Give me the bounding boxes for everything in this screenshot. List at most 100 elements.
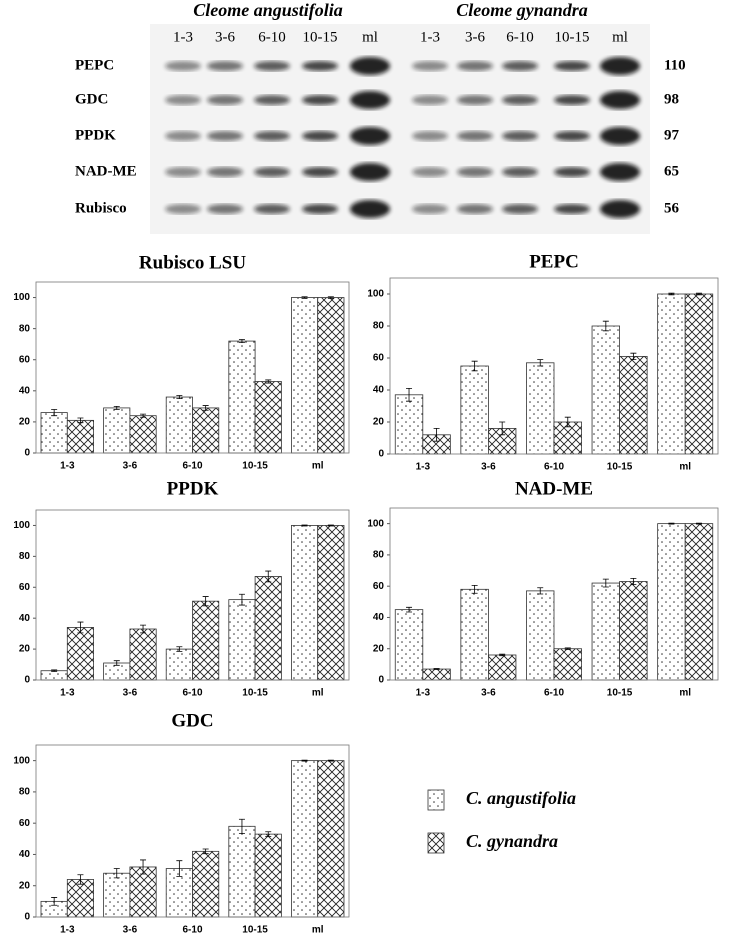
blot-band xyxy=(457,95,493,105)
y-tick-label: 80 xyxy=(373,550,385,561)
error-bar xyxy=(301,524,308,527)
y-tick-label: 0 xyxy=(24,675,30,686)
x-tick-label: ml xyxy=(312,925,324,936)
bar xyxy=(317,525,345,681)
bar xyxy=(254,833,282,918)
y-tick-label: 0 xyxy=(24,448,30,459)
blot-band xyxy=(207,204,243,214)
bar xyxy=(526,362,555,455)
protein-label: PPDK xyxy=(75,127,116,143)
blot-band xyxy=(254,95,290,105)
bar xyxy=(526,590,555,681)
blot-band xyxy=(165,95,201,105)
y-tick-label: 40 xyxy=(19,385,31,396)
legend-label: C. angustifolia xyxy=(466,788,576,808)
error-bar xyxy=(51,897,58,906)
bar xyxy=(460,588,489,681)
error-bar xyxy=(238,593,245,606)
error-bar xyxy=(499,421,506,436)
blot-band xyxy=(554,95,590,105)
bar xyxy=(129,866,157,918)
bar xyxy=(254,381,282,454)
error-bar xyxy=(113,868,120,879)
y-tick-label: 0 xyxy=(378,675,384,686)
error-bar xyxy=(140,624,147,634)
blot-band xyxy=(502,167,538,177)
lane-label: 10-15 xyxy=(303,29,338,45)
error-bar xyxy=(77,621,84,634)
blot-band xyxy=(165,167,201,177)
error-bar xyxy=(433,428,440,442)
blot-band xyxy=(600,163,640,181)
bar xyxy=(394,609,424,681)
error-bar xyxy=(265,831,272,837)
legend-swatch xyxy=(427,832,445,854)
error-bar xyxy=(202,596,209,607)
error-bar xyxy=(668,522,675,525)
y-tick-label: 20 xyxy=(19,880,31,891)
y-tick-label: 20 xyxy=(19,644,31,655)
blot-band xyxy=(302,167,338,177)
bar xyxy=(192,600,220,681)
blot-band xyxy=(554,167,590,177)
blot-band xyxy=(600,57,640,75)
error-bar xyxy=(537,359,544,367)
error-bar xyxy=(113,660,120,666)
lane-label: 6-10 xyxy=(506,29,534,45)
bar xyxy=(619,355,648,455)
error-bar xyxy=(471,585,478,594)
lane-label: 1-3 xyxy=(173,29,193,45)
blot-band xyxy=(457,204,493,214)
error-bar xyxy=(327,296,334,299)
blot-band xyxy=(302,204,338,214)
chart-title: GDC xyxy=(171,710,213,731)
y-tick-label: 100 xyxy=(367,289,384,300)
bar xyxy=(66,627,94,681)
error-bar xyxy=(176,395,183,399)
bar xyxy=(394,394,424,455)
blot-band xyxy=(165,204,201,214)
bar xyxy=(40,412,68,454)
bar xyxy=(291,525,319,681)
blot-band xyxy=(207,95,243,105)
bar xyxy=(228,825,256,918)
bar xyxy=(103,872,131,918)
y-tick-label: 60 xyxy=(19,582,31,593)
bar xyxy=(487,654,517,681)
error-bar xyxy=(265,570,272,583)
chart-title: NAD-ME xyxy=(515,478,593,499)
y-tick-label: 40 xyxy=(19,849,31,860)
bar xyxy=(228,340,256,454)
x-tick-label: 6-10 xyxy=(182,461,202,472)
lane-label: 3-6 xyxy=(215,29,235,45)
bar xyxy=(192,407,220,454)
error-bar xyxy=(602,578,609,588)
error-bar xyxy=(695,522,702,525)
bar xyxy=(591,325,620,455)
error-bar xyxy=(301,296,308,299)
y-tick-label: 100 xyxy=(367,518,384,529)
blot-band xyxy=(302,61,338,71)
protein-label: GDC xyxy=(75,91,108,107)
error-bar xyxy=(564,647,571,650)
error-bar xyxy=(471,360,478,372)
x-tick-label: 6-10 xyxy=(544,462,564,473)
blot-band xyxy=(412,61,448,71)
blot-membrane xyxy=(150,24,650,234)
y-tick-label: 100 xyxy=(13,755,30,766)
bar xyxy=(317,760,345,918)
x-tick-label: 1-3 xyxy=(416,462,431,473)
bar xyxy=(66,879,94,918)
bar xyxy=(165,648,193,681)
error-bar xyxy=(265,379,272,384)
plot-frame xyxy=(389,277,719,455)
x-tick-label: 10-15 xyxy=(607,688,633,699)
bar xyxy=(553,648,582,681)
lane-label: 6-10 xyxy=(258,29,286,45)
bar xyxy=(460,365,489,455)
blot-band xyxy=(302,95,338,105)
x-tick-label: 6-10 xyxy=(182,925,202,936)
blot-band xyxy=(457,61,493,71)
blot-band xyxy=(254,167,290,177)
error-bar xyxy=(695,292,702,296)
